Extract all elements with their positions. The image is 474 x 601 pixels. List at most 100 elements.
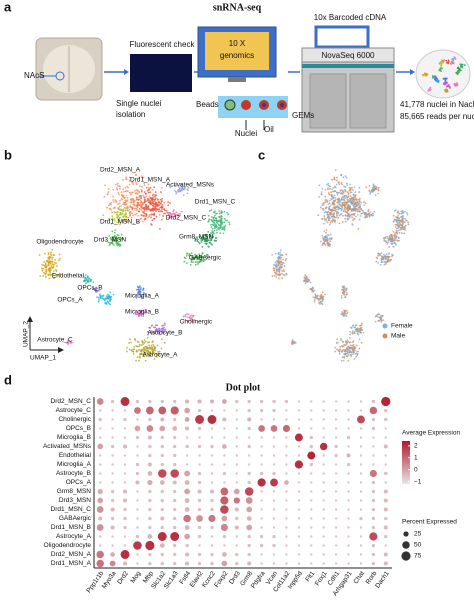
dot	[372, 463, 375, 466]
cell-dot	[327, 211, 329, 214]
cell-dot	[181, 189, 184, 192]
cell-dot	[148, 213, 151, 216]
cell-dot	[151, 202, 154, 205]
cell-dot	[357, 210, 360, 212]
cell-dot	[140, 314, 143, 317]
cell-dot	[47, 264, 50, 267]
cell-dot	[142, 293, 144, 296]
cell-dot	[340, 339, 342, 341]
cell-dot	[219, 216, 221, 219]
dot	[347, 472, 350, 475]
cell-dot	[328, 208, 331, 211]
cell-dot	[223, 221, 226, 224]
cell-dot	[371, 187, 374, 190]
cell-dot	[377, 254, 380, 257]
cell-dot	[313, 298, 316, 301]
dot	[223, 481, 226, 484]
cell-dot	[118, 208, 120, 211]
dot	[173, 444, 177, 449]
cell-dot	[375, 260, 378, 263]
cell-dot	[111, 217, 114, 219]
thumb-dot	[443, 77, 445, 80]
cell-dot	[343, 195, 346, 197]
dot	[184, 533, 191, 540]
dot	[246, 506, 253, 513]
cell-dot	[114, 240, 116, 242]
dot	[247, 444, 251, 449]
panel-title: snRNA-seq	[213, 2, 262, 13]
cell-dot	[338, 348, 341, 351]
cell-dot	[382, 253, 385, 256]
dot	[210, 535, 214, 538]
dot	[160, 462, 164, 467]
dot	[122, 444, 128, 449]
cell-dot	[346, 200, 349, 202]
dot	[246, 524, 253, 531]
dot	[322, 508, 325, 511]
dot	[371, 426, 376, 431]
dot	[136, 490, 139, 493]
cell-dot	[201, 259, 203, 262]
cell-dot	[132, 352, 135, 355]
dot	[247, 561, 252, 566]
cell-dot	[136, 291, 139, 294]
cell-dot	[51, 261, 54, 263]
cell-dot	[138, 207, 141, 210]
dot	[383, 507, 388, 512]
dot	[247, 552, 251, 557]
row-label: Astrocyte_B	[56, 470, 91, 477]
cell-dot	[380, 258, 383, 260]
dot	[369, 406, 378, 415]
cell-dot	[329, 221, 332, 224]
cell-dot	[340, 313, 343, 316]
dot	[185, 399, 190, 404]
cell-dot	[114, 206, 116, 209]
cell-dot	[402, 226, 405, 229]
cell-dot	[331, 218, 334, 221]
cell-dot	[159, 198, 162, 201]
cell-dot	[369, 192, 372, 195]
cell-dot	[346, 198, 349, 201]
dot	[270, 425, 278, 432]
cell-dot	[141, 289, 144, 292]
cell-dot	[183, 260, 186, 263]
cell-dot	[279, 258, 282, 260]
cell-dot	[217, 220, 220, 223]
cell-dot	[136, 311, 138, 313]
cell-dot	[322, 238, 325, 241]
cell-dot	[160, 327, 163, 330]
cell-dot	[123, 203, 126, 206]
cell-dot	[185, 254, 188, 257]
cell-dot	[66, 342, 69, 345]
cell-dot	[145, 186, 148, 189]
cell-dot	[205, 235, 208, 238]
cell-dot	[181, 186, 184, 189]
cell-dot	[344, 217, 346, 220]
cell-dot	[126, 205, 129, 208]
cell-dot	[55, 270, 58, 272]
cell-dot	[129, 338, 131, 341]
cell-dot	[212, 219, 215, 221]
dot	[322, 526, 325, 529]
cell-dot	[126, 346, 128, 349]
cell-dot	[285, 257, 288, 260]
cell-dot	[118, 205, 121, 208]
cell-dot	[397, 225, 400, 228]
arrow-head	[27, 316, 33, 322]
cell-dot	[109, 291, 112, 294]
gene-label: Drd2	[116, 570, 130, 586]
cell-dot	[220, 215, 223, 218]
legend-swatch	[382, 323, 388, 329]
cell-dot	[134, 192, 137, 195]
cell-dot	[277, 253, 280, 256]
dot	[173, 453, 177, 458]
cell-dot	[137, 199, 140, 201]
cell-dot	[133, 189, 136, 192]
cell-dot	[350, 351, 353, 353]
cell-dot	[346, 184, 349, 186]
cell-dot	[163, 341, 166, 344]
dot	[285, 472, 288, 475]
droplet	[241, 100, 251, 110]
dot	[185, 552, 190, 557]
dot	[196, 515, 203, 522]
